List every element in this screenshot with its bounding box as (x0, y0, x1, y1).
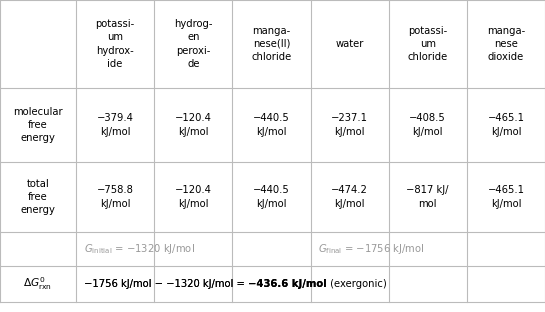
Text: potassi-
um
chloride: potassi- um chloride (408, 26, 448, 62)
Text: $G_\mathrm{initial}$ = −1320 kJ/mol: $G_\mathrm{initial}$ = −1320 kJ/mol (84, 242, 195, 256)
Text: −436.6 kJ/mol: −436.6 kJ/mol (248, 279, 326, 289)
Text: potassi-
um
hydrox-
ide: potassi- um hydrox- ide (95, 19, 135, 69)
Text: −440.5
kJ/mol: −440.5 kJ/mol (253, 185, 290, 209)
Text: −436.6 kJ/mol: −436.6 kJ/mol (248, 279, 326, 289)
Text: $G_\mathrm{final}$ = −1756 kJ/mol: $G_\mathrm{final}$ = −1756 kJ/mol (318, 242, 425, 256)
Text: −379.4
kJ/mol: −379.4 kJ/mol (96, 113, 134, 137)
Text: −1756 kJ/mol − −1320 kJ/mol =: −1756 kJ/mol − −1320 kJ/mol = (84, 279, 248, 289)
Text: −817 kJ/
mol: −817 kJ/ mol (407, 185, 449, 209)
Text: hydrog-
en
peroxi-
de: hydrog- en peroxi- de (174, 19, 213, 69)
Text: −1756 kJ/mol − −1320 kJ/mol =: −1756 kJ/mol − −1320 kJ/mol = (84, 279, 248, 289)
Text: −465.1
kJ/mol: −465.1 kJ/mol (487, 113, 524, 137)
Text: (exergonic): (exergonic) (326, 279, 386, 289)
Text: −758.8
kJ/mol: −758.8 kJ/mol (96, 185, 134, 209)
Text: molecular
free
energy: molecular free energy (13, 107, 63, 143)
Text: $\Delta G^0_\mathrm{rxn}$: $\Delta G^0_\mathrm{rxn}$ (23, 275, 52, 292)
Text: −237.1
kJ/mol: −237.1 kJ/mol (331, 113, 368, 137)
Text: water: water (335, 39, 364, 49)
Text: −465.1
kJ/mol: −465.1 kJ/mol (487, 185, 524, 209)
Text: −440.5
kJ/mol: −440.5 kJ/mol (253, 113, 290, 137)
Text: −120.4
kJ/mol: −120.4 kJ/mol (175, 113, 211, 137)
Text: manga-
nese(II)
chloride: manga- nese(II) chloride (251, 26, 292, 62)
Text: manga-
nese
dioxide: manga- nese dioxide (487, 26, 525, 62)
Text: total
free
energy: total free energy (21, 179, 56, 215)
Text: −408.5
kJ/mol: −408.5 kJ/mol (409, 113, 446, 137)
Text: −120.4
kJ/mol: −120.4 kJ/mol (175, 185, 211, 209)
Text: −474.2
kJ/mol: −474.2 kJ/mol (331, 185, 368, 209)
